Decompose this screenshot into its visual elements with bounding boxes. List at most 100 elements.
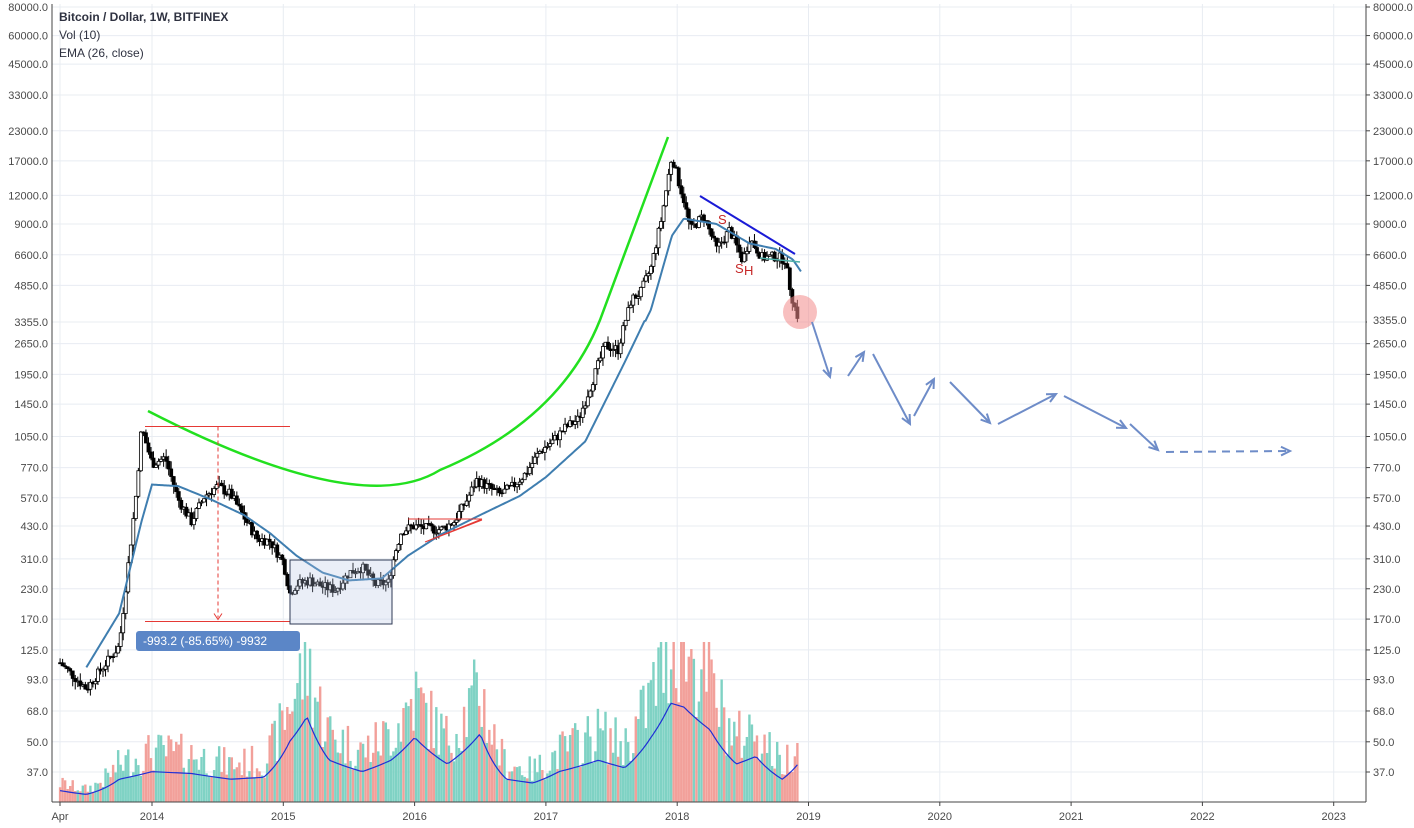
candle-body <box>138 431 143 472</box>
volume-bar <box>462 706 466 802</box>
candle-body <box>676 167 681 187</box>
volume-bar <box>621 765 625 802</box>
volume-bar <box>576 729 579 802</box>
volume-bar <box>394 747 398 802</box>
candle-body <box>179 499 184 510</box>
projection-arrow <box>913 378 935 417</box>
candle-body <box>472 486 477 489</box>
price-tick-left: 3355.0 <box>14 317 48 329</box>
current-price-label: 3355.0 <box>1373 315 1407 327</box>
volume-bar <box>791 771 794 802</box>
volume-bar <box>531 780 534 802</box>
candle-body <box>489 483 494 490</box>
current-price-box <box>1367 313 1413 327</box>
volume-bar <box>743 745 746 802</box>
volume-bar <box>354 765 357 802</box>
candle-body <box>151 457 156 468</box>
volume-bar <box>508 771 511 802</box>
candle-body <box>434 532 439 535</box>
volume-bar <box>235 767 239 802</box>
candle-body <box>318 581 323 587</box>
volume-bar <box>157 734 160 802</box>
candle-body <box>659 221 663 229</box>
volume-bar <box>351 769 355 802</box>
volume-bar <box>649 680 653 802</box>
price-tick-left: 60000.0 <box>8 31 48 43</box>
candle-series <box>58 159 800 696</box>
volume-bar <box>404 702 408 802</box>
candle-body <box>348 570 353 579</box>
volume-bar <box>642 685 645 802</box>
support-line <box>759 257 801 263</box>
candle-body <box>661 205 666 222</box>
volume-bar <box>116 750 120 802</box>
volume-bar <box>687 656 691 802</box>
candle-body <box>419 524 424 527</box>
candle-body <box>505 484 509 490</box>
volume-bar <box>106 772 110 802</box>
volume-bar <box>523 776 526 802</box>
volume-bar <box>389 755 393 802</box>
candle-body <box>520 479 525 483</box>
pattern-label-h: H <box>744 263 753 278</box>
volume-bar <box>109 777 112 802</box>
candle-body <box>454 519 459 523</box>
volume-bar <box>311 727 314 802</box>
candle-body <box>651 253 656 267</box>
candle-body <box>502 488 507 494</box>
candle-body <box>712 235 716 239</box>
volume-bar <box>664 642 668 802</box>
candle-body <box>154 464 158 468</box>
volume-bar <box>447 745 451 802</box>
candle-body <box>545 445 550 448</box>
candle-body <box>649 265 653 274</box>
volume-bar <box>556 769 559 802</box>
volume-bar <box>440 713 443 802</box>
volume-bar <box>677 702 680 802</box>
price-tick-left: 430.0 <box>20 521 48 533</box>
price-tick-left: 9000.0 <box>14 219 48 231</box>
time-tick-label: 2023 <box>1321 811 1345 823</box>
volume-bar <box>765 752 769 802</box>
volume-bar <box>207 776 211 802</box>
volume-bar <box>96 783 100 802</box>
price-tick-left: 68.0 <box>27 706 48 718</box>
parabola-curve <box>147 136 670 487</box>
volume-bar <box>586 716 590 802</box>
volume-bar <box>672 642 675 802</box>
candle-body <box>601 346 605 359</box>
volume-bar <box>414 671 418 802</box>
price-tick-left: 33000.0 <box>8 90 48 102</box>
candle-body <box>159 458 163 462</box>
candle-body <box>755 247 759 254</box>
candle-body <box>275 544 280 558</box>
volume-bar <box>255 768 259 802</box>
price-tick-left: 4850.0 <box>14 280 48 292</box>
candle-body <box>73 678 78 682</box>
volume-bar <box>505 779 509 802</box>
volume-bar <box>197 769 201 802</box>
candle-body <box>239 505 244 513</box>
candle-body <box>744 250 749 255</box>
candle-body <box>439 526 444 531</box>
volume-bar <box>442 728 446 802</box>
volume-bar <box>164 756 168 802</box>
price-tick-right: 230.0 <box>1373 584 1401 596</box>
measure-badge-text: -993.2 (-85.65%) -9932 <box>143 634 267 648</box>
projection-arrow-head <box>854 350 866 363</box>
projection-arrow-head <box>822 366 833 380</box>
volume-bar <box>154 747 158 802</box>
candle-body <box>383 581 388 586</box>
price-tick-left: 1950.0 <box>14 369 48 381</box>
volume-bar <box>674 688 678 802</box>
candle-body <box>103 665 108 670</box>
volume-bar <box>770 765 774 802</box>
volume-bar <box>735 736 738 802</box>
volume-bar <box>616 756 620 802</box>
candle-body <box>548 443 552 447</box>
volume-bar <box>344 763 347 802</box>
candle-body <box>146 442 151 453</box>
price-tick-right: 125.0 <box>1373 645 1401 657</box>
